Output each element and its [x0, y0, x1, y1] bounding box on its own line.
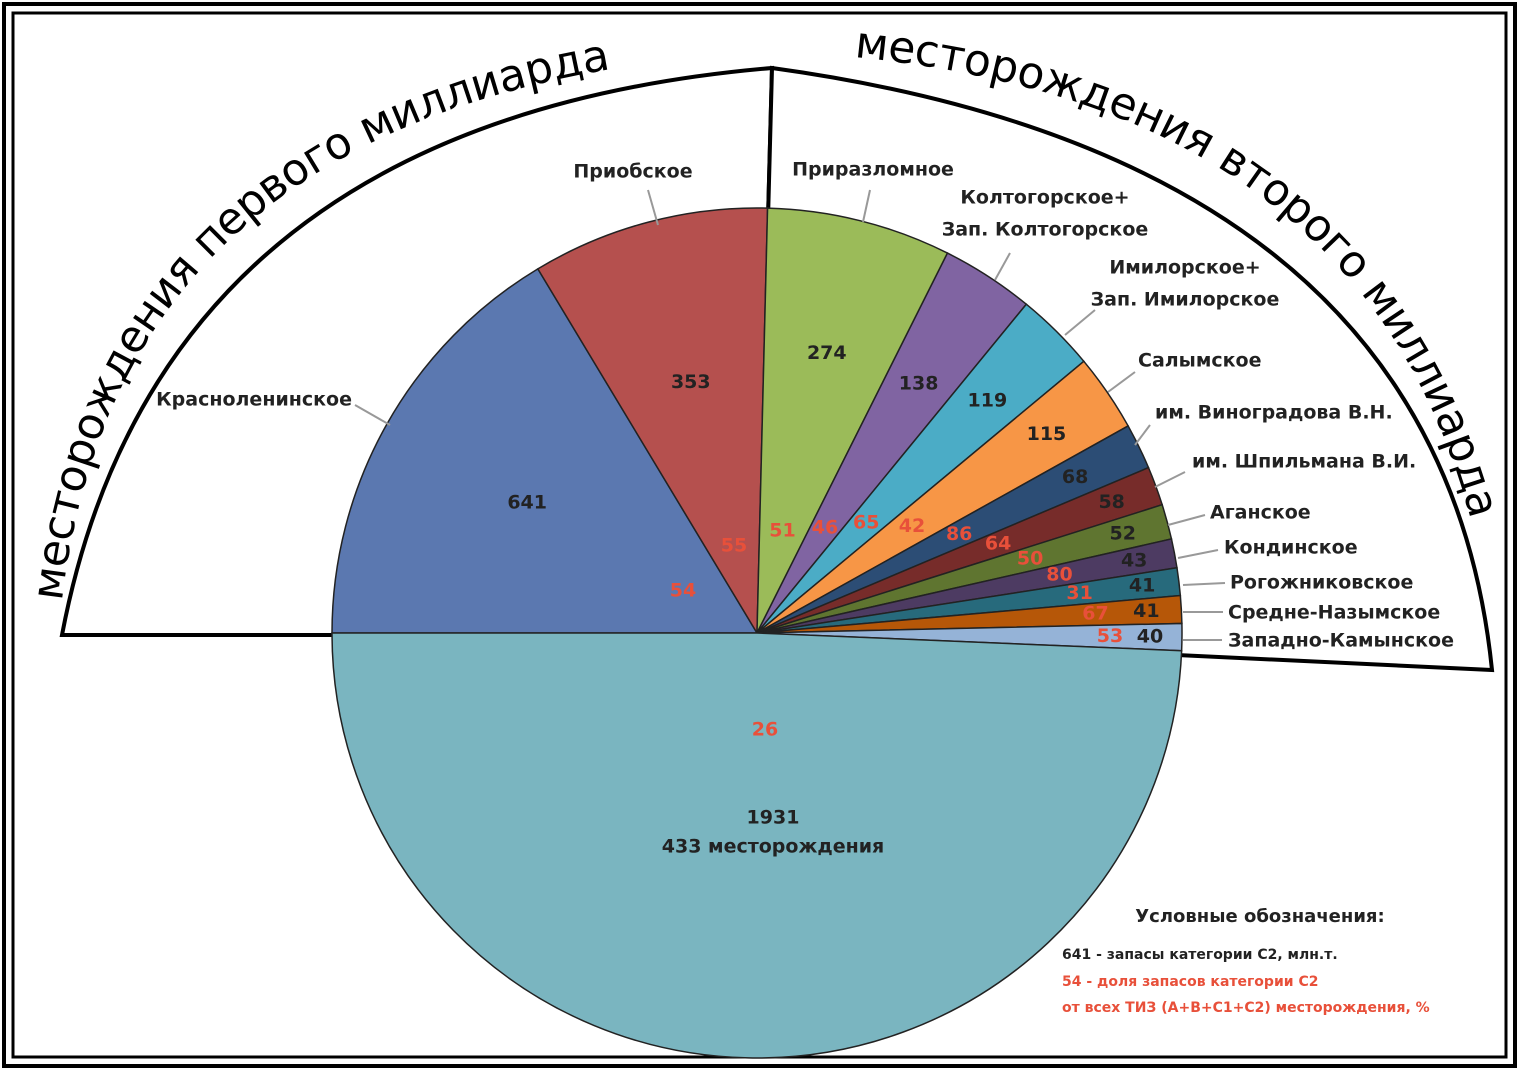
pie-slice	[536, 207, 769, 636]
leader-line	[1064, 309, 1096, 336]
value-label: 68	[1062, 466, 1088, 488]
legend-line: от всех ТИЗ (А+В+С1+С2) месторождения, %	[1062, 1000, 1430, 1016]
share-label: 55	[721, 534, 747, 556]
leader-line	[1154, 471, 1186, 488]
value-label: 41	[1129, 575, 1155, 597]
share-label: 26	[752, 719, 778, 741]
value-label: 115	[1027, 423, 1067, 445]
value-label: 58	[1098, 491, 1124, 513]
leader-line	[862, 189, 871, 223]
share-label: 53	[1097, 625, 1123, 647]
share-label: 67	[1082, 603, 1108, 625]
value-label: 40	[1137, 625, 1163, 647]
leader-line	[1134, 424, 1151, 446]
share-label: 50	[1017, 547, 1043, 569]
share-label: 65	[853, 512, 879, 534]
category-label: Средне-Назымское	[1228, 602, 1440, 624]
share-label: 64	[985, 533, 1011, 555]
legend-line: 54 - доля запасов категории С2	[1062, 974, 1318, 990]
share-label: 80	[1046, 564, 1072, 586]
category-label: им. Виноградова В.Н.	[1155, 402, 1393, 424]
leader-line	[354, 404, 391, 426]
share-label: 31	[1066, 582, 1092, 604]
category-label: Приразломное	[792, 159, 954, 181]
legend-line: 641 - запасы категории С2, млн.т.	[1062, 947, 1338, 963]
category-label: Имилорское+	[1109, 257, 1260, 279]
leader-line	[1107, 371, 1136, 393]
value-label: 353	[671, 371, 711, 393]
category-label: Красноленинское	[156, 389, 352, 411]
leader-line	[647, 189, 659, 226]
category-label: Приобское	[573, 161, 692, 183]
value-label: 138	[899, 372, 939, 394]
value-label: 119	[968, 389, 1008, 411]
leader-line	[1182, 582, 1226, 586]
share-label: 42	[899, 515, 925, 537]
value-label: 274	[807, 342, 847, 364]
value-label: 43	[1121, 549, 1147, 571]
category-label: Рогожниковское	[1230, 572, 1413, 594]
value-label: 41	[1133, 600, 1159, 622]
share-label: 46	[812, 517, 838, 539]
share-label: 51	[769, 520, 795, 542]
category-label: Аганское	[1210, 502, 1311, 524]
category-label: Колтогорское+	[960, 187, 1129, 209]
category-label: Зап. Имилорское	[1091, 289, 1280, 311]
category-label: Салымское	[1138, 350, 1262, 372]
share-label: 54	[670, 580, 696, 602]
legend-title: Условные обозначения:	[1135, 906, 1384, 927]
value-label: 641	[507, 492, 547, 514]
category-label: Кондинское	[1224, 537, 1358, 559]
leader-line	[1167, 514, 1206, 526]
category-label: Зап. Колтогорское	[942, 219, 1149, 241]
share-label: 86	[946, 523, 972, 545]
value-label: 1931	[747, 807, 800, 829]
pie-slice	[756, 207, 949, 634]
leader-line	[994, 252, 1011, 281]
category-label: 433 месторождения	[662, 836, 884, 858]
pie-slice	[331, 632, 1183, 1059]
category-label: им. Шпильмана В.И.	[1192, 451, 1416, 473]
leader-line	[1177, 549, 1219, 559]
value-label: 52	[1110, 522, 1136, 544]
category-label: Западно-Камынское	[1228, 630, 1454, 652]
pie: 641 54 Красноленинское 353 55 Приобское 274 51 П…	[156, 159, 1454, 1059]
